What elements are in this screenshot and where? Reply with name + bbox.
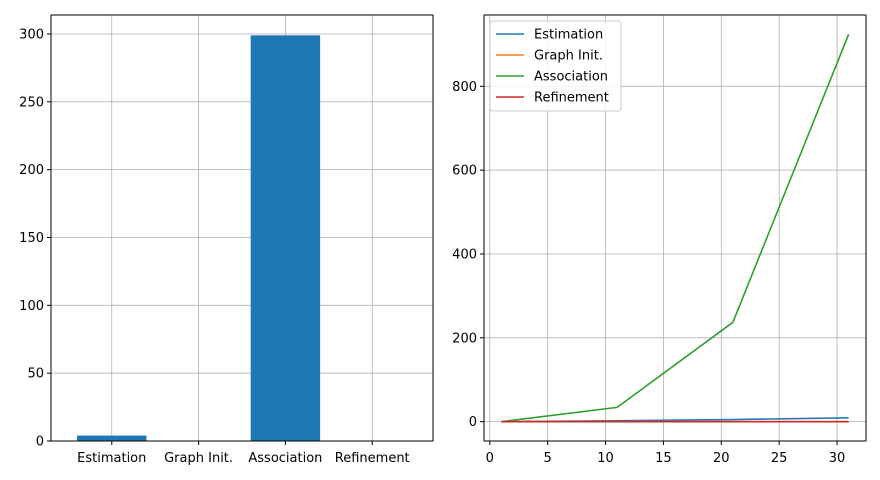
y-tick-label: 250 [19,95,44,110]
axes-frame [483,14,867,442]
x-tick-label: 30 [829,451,846,466]
axes-frame [50,14,434,442]
y-tick-label: 50 [27,367,44,382]
y-tick-label: 800 [452,80,477,95]
y-tick-label: 100 [19,299,44,314]
bar [250,35,321,442]
y-tick-label: 600 [452,164,477,179]
y-tick-label: 200 [452,331,477,346]
line-chart: 0 200 400 600 800 0 5 10 15 20 25 30 Estimation Graph… [452,14,867,466]
x-tick-label: 10 [597,451,614,466]
x-tick-label: 15 [655,451,672,466]
y-tick-label: 150 [19,231,44,246]
x-tick-label: 5 [544,451,552,466]
y-tick-label: 0 [469,415,477,430]
legend-label: Graph Init. [534,49,603,64]
bar [77,435,147,441]
y-tick-label: 400 [452,247,477,262]
y-tick-label: 300 [19,27,44,42]
legend-box [489,20,622,112]
legend: Estimation Graph Init. Association Refineme… [489,20,622,112]
x-tick-label: 20 [713,451,730,466]
y-tick-label: 0 [36,435,44,450]
y-tick-label: 200 [19,163,44,178]
series-line [501,34,850,423]
x-tick-label: Estimation [77,451,146,466]
legend-label: Refinement [534,91,609,106]
x-tick-label: Refinement [335,451,410,466]
legend-label: Estimation [534,28,603,43]
x-tick-label: Association [248,451,322,466]
x-tick-label: Graph Init. [164,451,233,466]
x-tick-label: 25 [771,451,788,466]
bar-chart: 0 50 100 150 200 250 300 Estimation Graph Init. A… [19,14,434,466]
legend-label: Association [534,70,608,85]
x-tick-label: 0 [486,451,494,466]
